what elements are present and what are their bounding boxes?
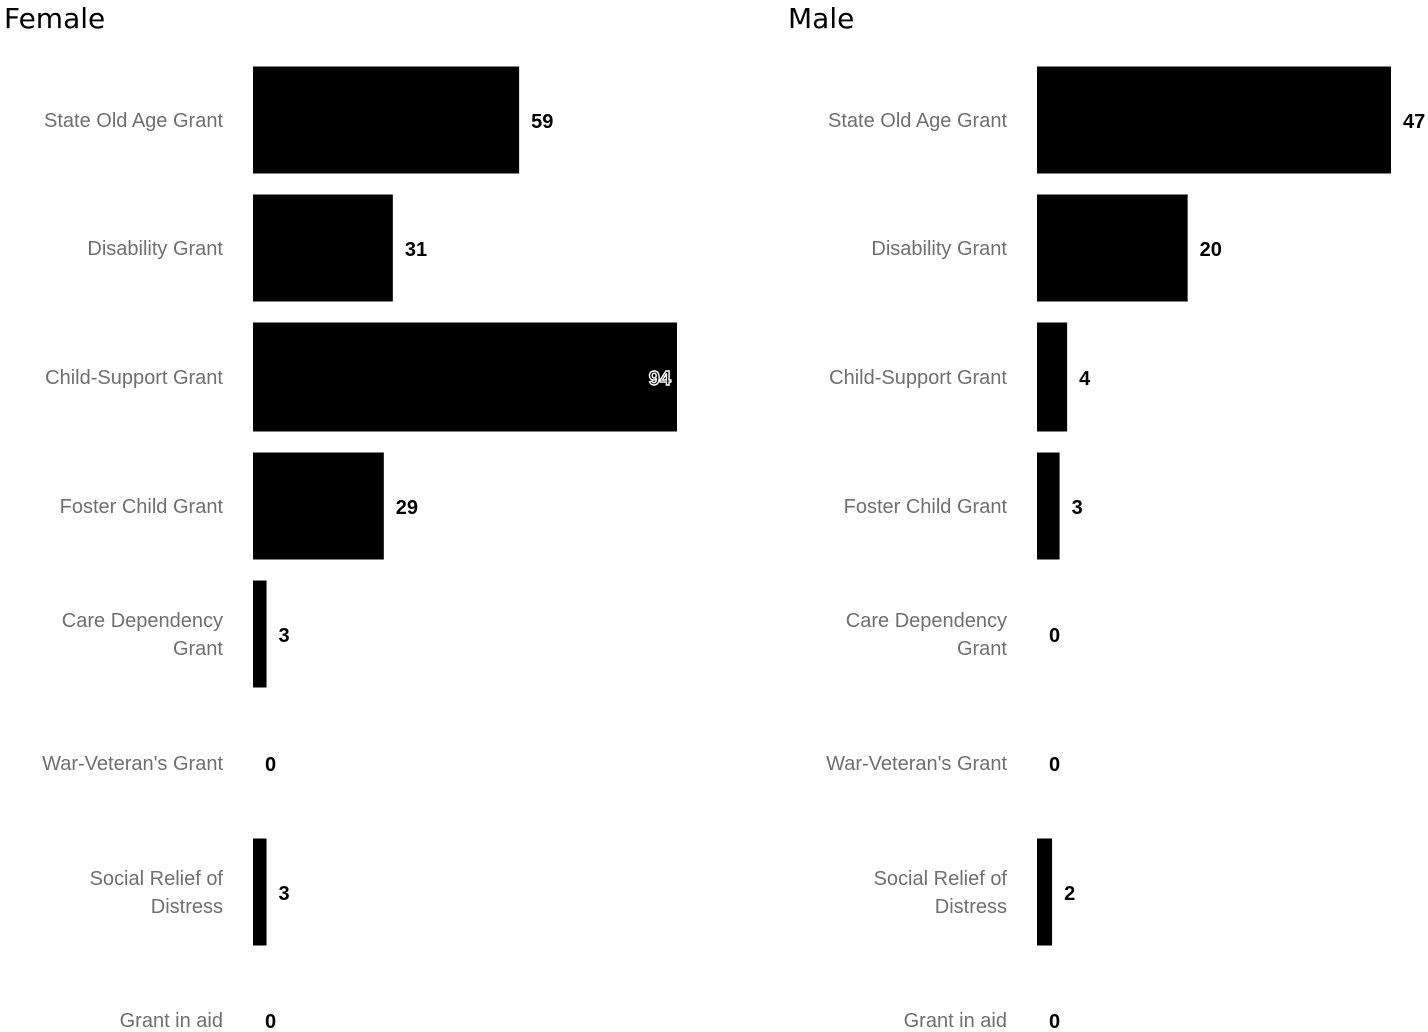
value-label-grant-in-aid: 0 [1049,1011,1060,1032]
category-label-social-relief-of-distress: Social Relief of Distress [874,868,1008,918]
category-label-disability-grant: Disability Grant [871,238,1007,260]
category-label-foster-child-grant: Foster Child Grant [60,496,224,518]
category-label-state-old-age-grant: State Old Age Grant [828,110,1007,132]
value-label-care-dependency-grant: 3 [279,625,290,647]
female-bar-chart: State Old Age Grant 59 Disability Grant 31 C… [42,66,677,1032]
category-label-care-dependency-grant: Care Dependency Grant [62,610,224,660]
value-label-foster-child-grant: 29 [396,497,418,519]
category-label-grant-in-aid: Grant in aid [904,1010,1007,1032]
bar-care-dependency-grant [253,580,267,688]
value-label-state-old-age-grant: 47 [1403,111,1425,133]
value-label-state-old-age-grant: 59 [531,111,553,133]
category-label-child-support-grant: Child-Support Grant [45,367,223,389]
bar-disability-grant [253,194,393,302]
category-label-care-dependency-grant: Care Dependency Grant [846,610,1008,660]
value-label-social-relief-of-distress: 2 [1064,883,1075,905]
value-label-disability-grant: 20 [1200,239,1222,261]
category-label-grant-in-aid: Grant in aid [120,1010,223,1032]
category-label-social-relief-of-distress: Social Relief of Distress [90,868,224,918]
female-chart-title: Female [4,2,106,35]
value-label-child-support-grant: 4 [1079,368,1091,390]
bar-state-old-age-grant [253,66,520,174]
bar-social-relief-of-distress [253,838,267,946]
bar-foster-child-grant [253,452,384,560]
female-chart-panel: Female State Old Age Grant 59 Disability G… [4,2,677,1032]
bar-child-support-grant [1037,322,1068,432]
category-label-child-support-grant: Child-Support Grant [829,367,1007,389]
value-label-war-veteran-s-grant: 0 [1049,754,1060,776]
value-label-disability-grant: 31 [405,239,427,261]
category-label-war-veteran-s-grant: War-Veteran's Grant [42,753,223,775]
value-label-care-dependency-grant: 0 [1049,625,1060,647]
male-chart-title: Male [788,2,855,35]
value-label-child-support-grant: 94 [649,368,672,390]
bar-child-support-grant [253,322,677,432]
male-chart-panel: Male State Old Age Grant 47 Disability Gra… [784,0,1428,1032]
category-label-foster-child-grant: Foster Child Grant [844,496,1008,518]
category-label-state-old-age-grant: State Old Age Grant [44,110,223,132]
bar-foster-child-grant [1037,452,1060,560]
category-label-disability-grant: Disability Grant [87,238,223,260]
bar-disability-grant [1037,194,1188,302]
value-label-war-veteran-s-grant: 0 [265,754,276,776]
value-label-grant-in-aid: 0 [265,1011,276,1032]
value-label-social-relief-of-distress: 3 [279,883,290,905]
bar-social-relief-of-distress [1037,838,1053,946]
value-label-foster-child-grant: 3 [1072,497,1083,519]
bar-state-old-age-grant [1037,66,1391,174]
category-label-war-veteran-s-grant: War-Veteran's Grant [826,753,1007,775]
